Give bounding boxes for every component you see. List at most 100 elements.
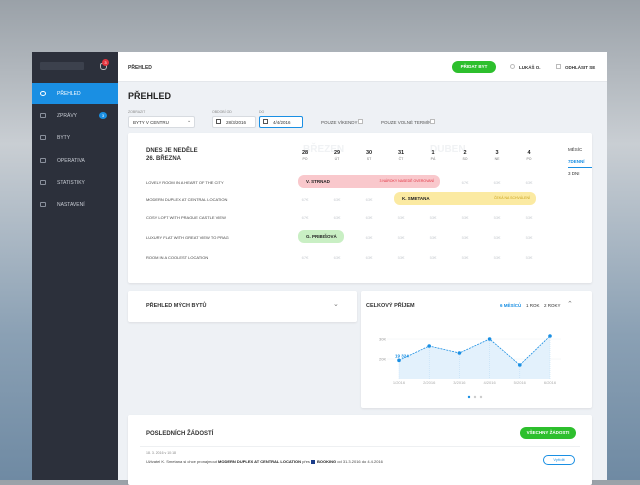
price: 63€ xyxy=(333,197,341,202)
price: 67€ xyxy=(301,255,309,260)
logout[interactable]: ODHLÁSIT SE xyxy=(565,65,596,70)
checkbox[interactable] xyxy=(358,119,363,124)
price: 63€ xyxy=(365,215,373,220)
price: 63€ xyxy=(365,197,373,202)
booking-name: V. STRNAD xyxy=(306,179,330,184)
income-point xyxy=(397,358,401,363)
menu-item[interactable]: NASTAVENÍ xyxy=(57,202,85,208)
today-date: 26. BŘEZNA xyxy=(146,156,182,162)
active-item xyxy=(32,83,118,104)
booking-note: 3 NÁROKY NASEDĚ OVEROVANÍ xyxy=(379,179,434,183)
date-input[interactable] xyxy=(259,116,303,128)
income-area xyxy=(399,336,550,379)
apartments-title: PŘEHLED MÝCH BYTŮ xyxy=(146,303,207,309)
requests-title: POSLEDNÍCH ŽÁDOSTÍ xyxy=(146,431,214,437)
select-value: BYTY V CENTRU xyxy=(133,120,169,125)
day-number: 2 xyxy=(463,150,467,156)
sidebar xyxy=(32,52,118,480)
price: 67€ xyxy=(301,215,309,220)
calendar-icon xyxy=(216,119,221,124)
request-text: Uživatel K. Smetana si chce pronajmout M… xyxy=(146,459,383,464)
income-point xyxy=(457,351,462,355)
request-part: BOOKING xyxy=(311,459,337,464)
day-name: ÚT xyxy=(334,157,340,161)
pager-dot xyxy=(467,395,471,399)
apartments-card xyxy=(128,291,357,322)
request-part: Uživatel K. Smetana si chce pronajmout xyxy=(146,459,217,464)
price: 53€ xyxy=(397,235,405,240)
booking-bar[interactable] xyxy=(298,230,344,243)
price: 67€ xyxy=(461,180,469,185)
price: 53€ xyxy=(525,215,533,220)
menu-item[interactable]: STATISTIKY xyxy=(57,179,85,186)
booking-name: G. PRIBIŠOVÁ xyxy=(306,234,337,239)
price: 53€ xyxy=(461,215,469,220)
x-tick-label: 5/2016 xyxy=(514,380,527,385)
flat-name: MODERN DUPLEX AT CENTRAL LOCATION xyxy=(146,197,228,202)
income-point xyxy=(518,363,522,367)
date-input[interactable] xyxy=(212,116,256,128)
user-name: LUKÁŠ O. xyxy=(519,65,541,70)
select[interactable] xyxy=(128,116,195,128)
day-number: 4 xyxy=(527,150,531,156)
topbar xyxy=(118,52,607,82)
price: 53€ xyxy=(525,235,533,240)
action-button[interactable]: Vyřídit xyxy=(543,455,575,465)
day-name: SO xyxy=(462,157,468,161)
x-tick-label: 3/2016 xyxy=(453,380,466,385)
pager-dot xyxy=(473,395,477,399)
request-part: MODERN DUPLEX AT CENTRAL LOCATION xyxy=(218,459,302,464)
day-name: NE xyxy=(494,157,500,161)
today-label: DNES JE NEDĚLE xyxy=(146,148,198,154)
price: 63€ xyxy=(333,215,341,220)
add-button[interactable]: PŘIDAT BYT xyxy=(452,61,496,73)
menu-icon xyxy=(40,91,46,96)
flat-name: ROOM IN A COOLEST LOCATION xyxy=(146,255,209,260)
day-name: PO xyxy=(302,157,308,161)
price: 63€ xyxy=(365,235,373,240)
value-label: 19 324 xyxy=(395,353,409,358)
menu-icon xyxy=(40,113,46,119)
period-tab[interactable]: 2 ROKY xyxy=(544,303,561,308)
period-tab[interactable]: 6 MĚSÍCŮ xyxy=(500,303,522,308)
income-point xyxy=(487,337,492,341)
booking-bar[interactable] xyxy=(298,175,440,188)
price: 53€ xyxy=(429,215,437,220)
date-value: 28/3/2016 xyxy=(226,120,247,125)
menu-icon xyxy=(40,135,46,141)
price: 63€ xyxy=(525,180,533,185)
view-option[interactable]: 3 DNI xyxy=(568,171,580,176)
income-title: CELKOVÝ PŘÍJEM xyxy=(366,303,415,309)
menu-icon xyxy=(40,179,46,185)
view-option[interactable]: MĚSÍC xyxy=(568,147,583,152)
booking-bar[interactable] xyxy=(394,192,536,205)
date-label: OBDOBÍ OD xyxy=(212,110,232,114)
price: 53€ xyxy=(397,215,405,220)
x-tick-label: 4/2016 xyxy=(483,380,496,385)
checkbox[interactable] xyxy=(430,119,435,124)
income-chart: 20K 30K 19 324 1/2016 2/2016 3/2016 4/2016 5/20… xyxy=(379,334,561,399)
menu-item[interactable]: ZPRÁVY xyxy=(57,113,78,120)
notification-badge: 3 xyxy=(102,59,109,66)
price: 53€ xyxy=(493,235,501,240)
price: 63€ xyxy=(493,180,501,185)
all-requests-button[interactable]: VŠECHNY ŽÁDOSTI xyxy=(520,427,576,439)
menu-item[interactable]: BYTY xyxy=(57,135,71,142)
day-number: 1 xyxy=(431,150,435,156)
request-time: 18. 3. 2016 v 10:18 xyxy=(146,451,176,455)
logout-icon xyxy=(556,64,561,69)
period-tab[interactable]: 1 ROK xyxy=(526,303,540,308)
collapse-caret: ⌃ xyxy=(567,301,573,308)
view-option[interactable]: 7DENNÍ xyxy=(568,159,585,164)
day-name: PÁ xyxy=(430,157,436,161)
divider xyxy=(140,446,580,447)
day-number: 3 xyxy=(495,150,499,156)
flat-name: LOVELY ROOM IN A HEART OF THE CITY xyxy=(146,180,224,185)
price: 53€ xyxy=(397,255,405,260)
select-caret: ⌄ xyxy=(187,118,192,124)
menu-item[interactable]: OPERATIVA xyxy=(57,157,85,164)
menu-item[interactable]: PŘEHLED xyxy=(57,91,81,97)
booking-note: ČEKÁ NA SCHVÁLENÍ xyxy=(494,196,530,200)
price: 53€ xyxy=(525,255,533,260)
